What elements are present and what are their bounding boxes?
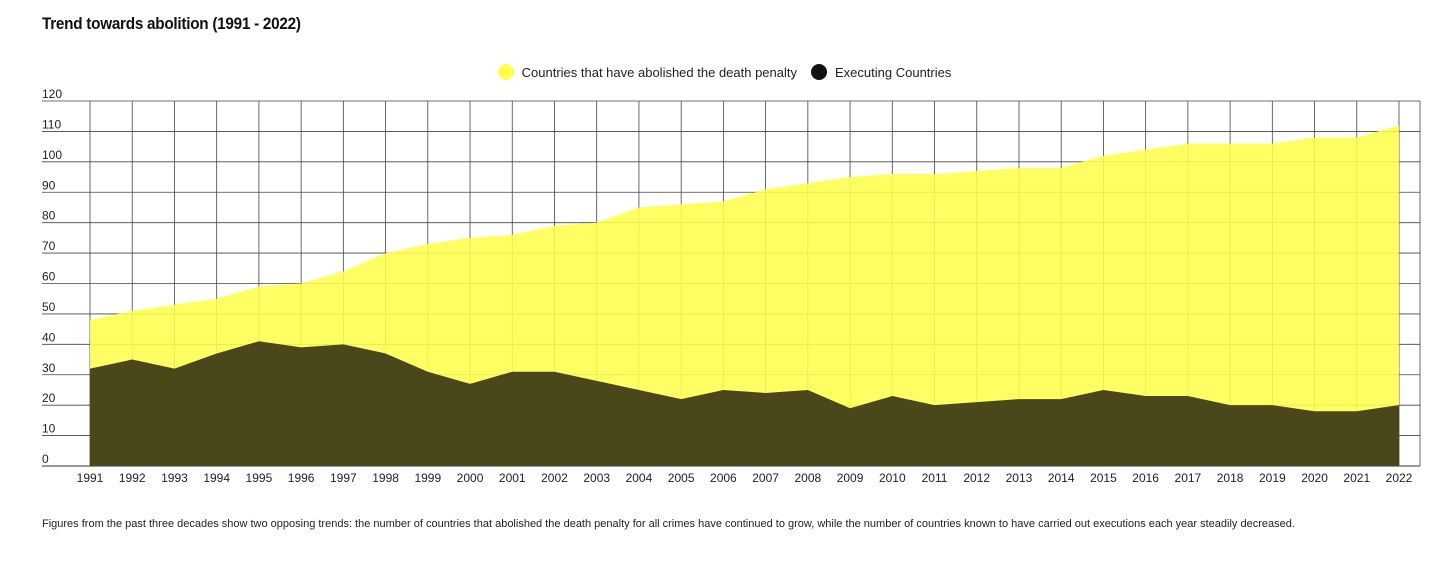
x-tick-label-2013: 2013 <box>1006 471 1033 485</box>
y-tick-label-50: 50 <box>42 300 56 314</box>
y-tick-label-80: 80 <box>42 209 56 223</box>
area-series-executing[interactable] <box>90 341 1399 466</box>
x-tick-label-1998: 1998 <box>372 471 399 485</box>
x-tick-label-1991: 1991 <box>77 471 104 485</box>
y-tick-label-110: 110 <box>42 117 61 131</box>
y-tick-label-90: 90 <box>42 178 56 192</box>
x-tick-label-2003: 2003 <box>583 471 610 485</box>
x-tick-label-1994: 1994 <box>203 471 230 485</box>
x-tick-label-2002: 2002 <box>541 471 568 485</box>
x-tick-label-2000: 2000 <box>457 471 484 485</box>
chart-legend: Countries that have abolished the death … <box>0 64 1449 80</box>
x-tick-label-2012: 2012 <box>963 471 990 485</box>
x-tick-label-2017: 2017 <box>1175 471 1202 485</box>
y-tick-label-60: 60 <box>42 270 56 284</box>
x-tick-label-2020: 2020 <box>1301 471 1328 485</box>
x-axis-ticks: 1991 1992 1993 1994 1995 1996 1997 1998 1999 2000… <box>77 471 1413 485</box>
x-tick-label-2018: 2018 <box>1217 471 1244 485</box>
x-tick-label-2014: 2014 <box>1048 471 1075 485</box>
x-tick-label-1993: 1993 <box>161 471 188 485</box>
y-tick-label-100: 100 <box>42 148 62 162</box>
x-tick-label-2001: 2001 <box>499 471 526 485</box>
y-tick-label-120: 120 <box>42 87 62 101</box>
y-tick-label-40: 40 <box>42 330 56 344</box>
x-tick-label-1999: 1999 <box>414 471 441 485</box>
legend-item-executing[interactable]: Executing Countries <box>811 64 951 80</box>
x-tick-label-2021: 2021 <box>1343 471 1370 485</box>
x-tick-label-2009: 2009 <box>837 471 864 485</box>
chart-title: Trend towards abolition (1991 - 2022) <box>42 14 301 33</box>
legend-label-abolished: Countries that have abolished the death … <box>521 64 798 80</box>
x-tick-label-1997: 1997 <box>330 471 357 485</box>
x-tick-label-2005: 2005 <box>668 471 695 485</box>
x-tick-label-2015: 2015 <box>1090 471 1117 485</box>
legend-label-executing: Executing Countries <box>835 64 952 80</box>
series-areas <box>90 125 1399 466</box>
y-tick-label-70: 70 <box>42 239 56 253</box>
legend-swatch-executing <box>811 64 828 80</box>
x-tick-label-2010: 2010 <box>879 471 906 485</box>
x-tick-label-2004: 2004 <box>626 471 653 485</box>
x-tick-label-2022: 2022 <box>1386 471 1413 485</box>
x-tick-label-1995: 1995 <box>246 471 273 485</box>
x-tick-label-1996: 1996 <box>288 471 315 485</box>
x-tick-label-2011: 2011 <box>922 471 948 485</box>
x-tick-label-2016: 2016 <box>1132 471 1159 485</box>
y-tick-label-20: 20 <box>42 391 56 405</box>
chart-footnote: Figures from the past three decades show… <box>42 518 1295 530</box>
y-tick-label-10: 10 <box>42 422 56 436</box>
legend-item-abolished[interactable]: Countries that have abolished the death … <box>497 64 798 80</box>
legend-swatch-abolished <box>497 64 514 80</box>
x-tick-label-1992: 1992 <box>119 471 146 485</box>
y-tick-label-0: 0 <box>42 452 49 466</box>
y-tick-label-30: 30 <box>42 361 56 375</box>
x-tick-label-2006: 2006 <box>710 471 737 485</box>
x-tick-label-2008: 2008 <box>794 471 821 485</box>
x-tick-label-2007: 2007 <box>752 471 779 485</box>
x-tick-label-2019: 2019 <box>1259 471 1286 485</box>
y-axis-ticks: 0 10 20 30 40 50 60 70 80 90 100 110 120 <box>42 87 62 466</box>
